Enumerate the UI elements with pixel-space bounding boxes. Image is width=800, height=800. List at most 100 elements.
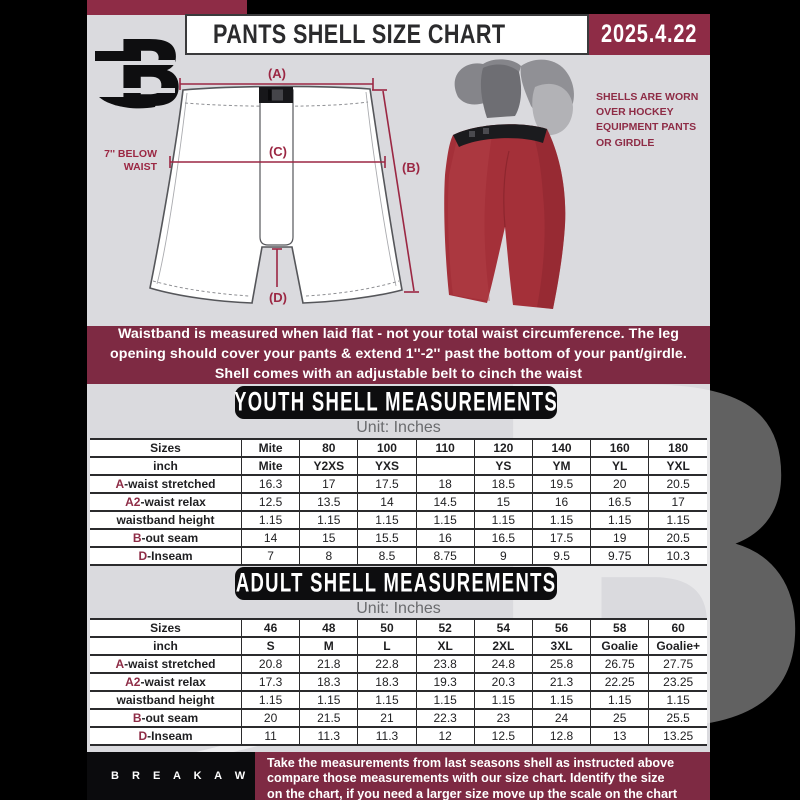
- date-text: 2025.4.22: [601, 20, 698, 48]
- top-accent-bar: [87, 0, 247, 15]
- table-cell: [415, 456, 475, 476]
- table-cell: Mite: [240, 438, 301, 458]
- table-cell: 11.3: [299, 726, 359, 746]
- table-cell: 15: [473, 492, 533, 512]
- measure-b-arrow: [372, 89, 419, 293]
- row-label: A2-waist relax: [90, 672, 242, 692]
- table-cell: 17: [299, 474, 359, 494]
- table-cell: 18: [415, 474, 475, 494]
- table-cell: 17.5: [357, 474, 417, 494]
- table-cell: 23.25: [648, 672, 707, 692]
- table-row: waistband height 1.15 1.15 1.15 1.15 1.15 1.15…: [90, 510, 707, 530]
- table-cell: 60: [648, 618, 707, 638]
- table-cell: 21.5: [299, 708, 359, 728]
- row-label: B-out seam: [90, 528, 242, 548]
- table-cell: 9.5: [531, 546, 592, 566]
- table-row: Sizes Mite 80 100 110 120 140 160 180: [90, 438, 707, 458]
- table-cell: 1.15: [531, 510, 592, 530]
- table-cell: 56: [531, 618, 592, 638]
- table-cell: 1.15: [648, 510, 707, 530]
- table-cell: 12: [415, 726, 475, 746]
- table-cell: 20: [590, 474, 650, 494]
- table-cell: 17: [648, 492, 707, 512]
- table-cell: 58: [590, 618, 650, 638]
- table-cell: 3XL: [531, 636, 592, 656]
- table-cell: M: [299, 636, 359, 656]
- table-cell: 26.75: [590, 654, 650, 674]
- table-row: inch Mite Y2XS YXS YS YM YL YXL: [90, 456, 707, 476]
- table-cell: 16: [415, 528, 475, 548]
- table-cell: 1.15: [648, 690, 707, 710]
- row-label: Sizes: [90, 438, 242, 458]
- youth-size-table: Sizes Mite 80 100 110 120 140 160 180 inch Mite Y2X…: [90, 438, 707, 566]
- table-cell: 1.15: [415, 510, 475, 530]
- below-waist-note-line2: WAIST: [124, 161, 158, 173]
- youth-measurements: Sizes Mite 80 100 110 120 140 160 180 inch Mite Y2X…: [90, 438, 707, 566]
- table-cell: 18.3: [357, 672, 417, 692]
- table-cell: Mite: [240, 456, 301, 476]
- shell-measurement-diagram: (A) (B) (C) (D) 7'' BELOW WAIST: [104, 66, 420, 305]
- table-cell: 46: [240, 618, 301, 638]
- table-cell: 80: [299, 438, 359, 458]
- hockey-shell-photo: [444, 59, 574, 309]
- label-d: (D): [269, 290, 287, 305]
- table-cell: 19: [590, 528, 650, 548]
- table-cell: 22.8: [357, 654, 417, 674]
- table-cell: 9: [473, 546, 533, 566]
- footer-instructions-text: Take the measurements from last seasons …: [267, 756, 678, 800]
- table-row: inch S M L XL 2XL 3XL Goalie Goalie+: [90, 636, 707, 656]
- table-cell: YXS: [357, 456, 417, 476]
- breakaway-logo-icon: B: [95, 18, 189, 128]
- waistband-info-text: Waistband is measured when laid flat - n…: [110, 326, 687, 382]
- table-cell: 2XL: [473, 636, 533, 656]
- table-row: Sizes 46 48 50 52 54 56 58 60: [90, 618, 707, 638]
- row-label: Sizes: [90, 618, 242, 638]
- table-cell: 19.5: [531, 474, 592, 494]
- table-cell: 20.3: [473, 672, 533, 692]
- table-cell: 50: [357, 618, 417, 638]
- page-title: PANTS SHELL SIZE CHART: [185, 14, 589, 55]
- table-cell: 140: [531, 438, 592, 458]
- row-label: inch: [90, 636, 242, 656]
- table-cell: 180: [648, 438, 707, 458]
- table-cell: 1.15: [473, 690, 533, 710]
- table-cell: 19.3: [415, 672, 475, 692]
- footer-instructions: Take the measurements from last seasons …: [255, 752, 710, 800]
- table-cell: 120: [473, 438, 533, 458]
- waistband-info-banner: Waistband is measured when laid flat - n…: [87, 326, 710, 384]
- shell-usage-note: SHELLS ARE WORN OVER HOCKEY EQUIPMENT PA…: [596, 91, 699, 149]
- table-cell: 13.25: [648, 726, 707, 746]
- table-cell: 1.15: [240, 690, 301, 710]
- table-cell: 11.3: [357, 726, 417, 746]
- table-cell: 8.75: [415, 546, 475, 566]
- table-cell: 1.15: [473, 510, 533, 530]
- table-cell: 8: [299, 546, 359, 566]
- table-cell: 25.5: [648, 708, 707, 728]
- label-c: (C): [269, 144, 287, 159]
- adult-size-table: Sizes 46 48 50 52 54 56 58 60 inch S M L XL 2XL 3XL Goal…: [90, 618, 707, 746]
- table-cell: 100: [357, 438, 417, 458]
- measure-c-line: [169, 156, 386, 168]
- label-a: (A): [268, 66, 286, 81]
- table-cell: 12.5: [240, 492, 301, 512]
- table-cell: 12.8: [531, 726, 592, 746]
- below-waist-note-line1: 7'' BELOW: [104, 148, 157, 160]
- measure-a-arrow: [179, 78, 374, 90]
- measure-d-arrow: [272, 248, 282, 287]
- youth-unit-label: Unit: Inches: [356, 419, 441, 436]
- table-cell: 10.3: [648, 546, 707, 566]
- brand-name: B R E A K A W A Y: [111, 770, 291, 782]
- table-cell: 11: [240, 726, 301, 746]
- table-cell: 23.8: [415, 654, 475, 674]
- table-cell: YS: [473, 456, 533, 476]
- table-cell: 14: [240, 528, 301, 548]
- table-row: B-out seam 20 21.5 21 22.3 23 24 25 25.5: [90, 708, 707, 728]
- table-cell: 24.8: [473, 654, 533, 674]
- table-cell: 1.15: [299, 690, 359, 710]
- table-cell: 1.15: [415, 690, 475, 710]
- row-label: A-waist stretched: [90, 474, 242, 494]
- table-cell: 20.5: [648, 474, 707, 494]
- youth-section-heading: YOUTH SHELL MEASUREMENTS: [234, 386, 557, 419]
- table-cell: 13.5: [299, 492, 359, 512]
